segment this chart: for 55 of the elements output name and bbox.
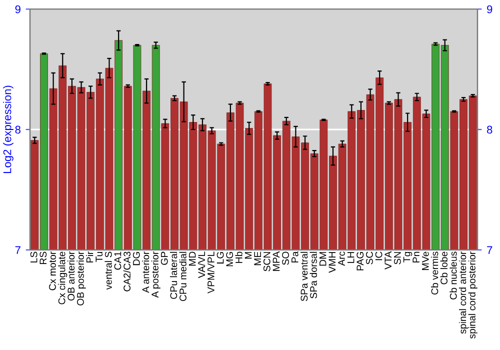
x-tick-label: MVe [422, 252, 429, 270]
x-tick-label: LS [30, 252, 38, 262]
x-tick-label: OB posterior [76, 251, 86, 306]
x-tick-label: spinal cord posterior [468, 251, 478, 339]
x-tick-label: Tu [96, 252, 103, 262]
x-tick-label: IC [375, 252, 382, 260]
x-tick-label: spinal cord anterior [458, 251, 468, 334]
x-tick-label: LH [347, 252, 354, 263]
x-tick-label: RS [40, 252, 47, 264]
x-tick-label: VTA [384, 251, 392, 270]
y2-tick-label: 9 [487, 5, 492, 14]
x-tick-label: VA/VL [198, 252, 206, 278]
x-tick-label: Tg [403, 252, 412, 262]
x-tick-label: CA2/CA3 [123, 252, 130, 292]
x-tick-label: Pa [292, 251, 298, 262]
x-tick-label: ME [254, 252, 261, 266]
x-tick-label: VMH [328, 252, 336, 273]
x-tick-label: MPA [272, 251, 280, 271]
x-tick-label: PAG [356, 252, 364, 270]
x-tick-label: SCN [263, 252, 270, 272]
x-tick-label: Cb vermis [431, 252, 438, 295]
y-tick-label: 9 [15, 5, 20, 14]
y-tick-label: 8 [15, 126, 20, 134]
x-tick-label: Cx cingulate [58, 252, 68, 304]
y-tick-label: 7 [15, 246, 20, 254]
x-tick-label: MD [188, 252, 196, 266]
x-tick-label: CA1 [114, 252, 122, 270]
y2-tick-label: 7 [487, 246, 492, 254]
x-tick-label: VPM/VPL [207, 252, 214, 294]
x-tick-label: Pir [86, 251, 94, 262]
y2-tick-label: 8 [487, 126, 492, 134]
x-tick-label: A posterior [151, 251, 160, 298]
x-tick-label: SC [366, 252, 373, 264]
x-tick-label: SPa ventral [300, 252, 308, 302]
x-tick-label: LG [216, 252, 224, 264]
x-tick-label: Cx motor [49, 251, 56, 290]
x-tick-label: ventral S [104, 252, 112, 290]
x-tick-label: DM [319, 252, 326, 266]
x-tick-label: GP [160, 252, 168, 265]
x-tick-label: Hb [235, 252, 242, 263]
x-tick-label: Cb nucleus [450, 252, 457, 300]
x-tick-label: CPu medial [179, 252, 186, 302]
x-tick-label: SN [394, 252, 401, 264]
x-tick-label: M [244, 252, 252, 259]
x-tick-label: Pn [412, 252, 420, 262]
x-tick-label: Cb lobe [440, 252, 448, 284]
x-tick-label: SPa dorsal [310, 252, 317, 298]
x-tick-label: SO [282, 252, 289, 265]
x-tick-label: OB anterior [67, 251, 75, 301]
x-tick-label: MG [226, 252, 234, 266]
x-tick-label: Arc [338, 252, 345, 266]
x-tick-label: CPu lateral [170, 252, 178, 299]
x-tick-label: A anterior [142, 251, 150, 293]
y-axis-title: Log2 (expression) [3, 86, 14, 174]
x-tick-label: DG [132, 252, 140, 266]
